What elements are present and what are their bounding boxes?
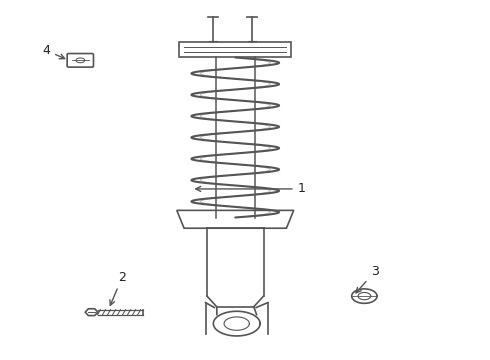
Text: 2: 2 (110, 271, 126, 305)
Text: 1: 1 (196, 183, 305, 195)
Text: 4: 4 (42, 44, 65, 59)
Text: 3: 3 (356, 265, 379, 293)
